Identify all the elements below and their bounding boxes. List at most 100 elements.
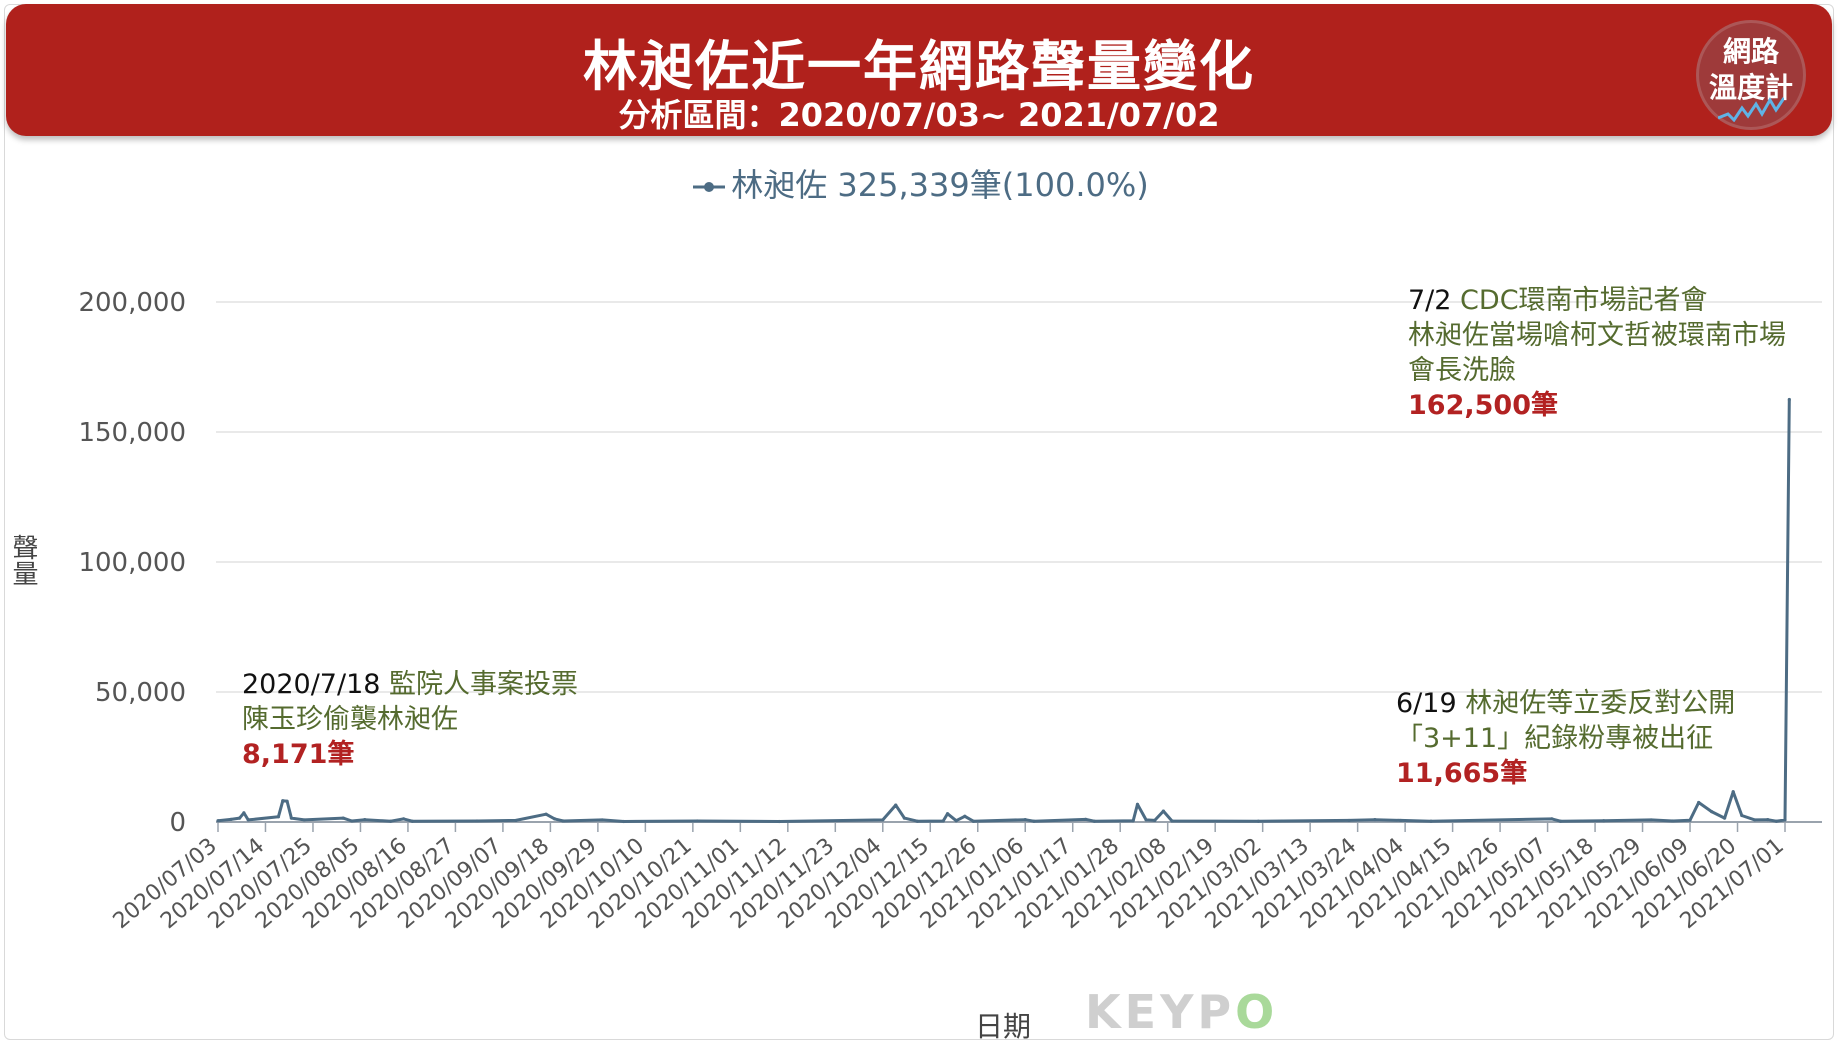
- annotation-2020-07-18: 2020/7/18 監院人事案投票 陳玉珍偷襲林昶佐 8,171筆: [242, 667, 578, 772]
- data-point: [246, 818, 250, 822]
- watermark-text: KEYP: [1085, 985, 1236, 1039]
- data-point: [1170, 819, 1174, 823]
- data-point: [1347, 818, 1351, 823]
- data-point: [1783, 818, 1787, 822]
- data-point: [410, 819, 414, 823]
- data-point: [242, 811, 246, 815]
- data-point: [1722, 816, 1727, 820]
- data-point: [402, 817, 406, 821]
- data-point: [1787, 397, 1791, 402]
- annotation-count: 162,500筆: [1408, 390, 1558, 421]
- data-point: [954, 819, 958, 823]
- data-point: [341, 816, 345, 820]
- annotation-2021-06-19: 6/19 林昶佐等立委反對公開 「3+11」紀錄粉專被出征 11,665筆: [1396, 686, 1735, 791]
- data-point: [363, 818, 367, 822]
- data-point: [389, 819, 393, 823]
- data-point: [1429, 819, 1433, 823]
- y-tick-labels: 0 50,000 100,000 150,000 200,000: [78, 288, 186, 838]
- data-point: [915, 819, 919, 823]
- x-axis-label: 日期: [975, 1010, 1032, 1043]
- annotation-text: 陳玉珍偷襲林昶佐: [242, 704, 458, 735]
- data-point: [881, 818, 885, 822]
- data-point: [302, 818, 306, 822]
- data-point: [1092, 819, 1096, 823]
- data-point: [1740, 813, 1744, 818]
- annotation-date: 6/19: [1396, 688, 1457, 719]
- data-point: [229, 817, 233, 822]
- data-point: [475, 819, 479, 823]
- data-point: [777, 819, 781, 824]
- y-tick-label: 150,000: [78, 418, 186, 448]
- y-tick-label: 50,000: [95, 678, 186, 708]
- data-point: [971, 819, 976, 823]
- data-point: [1697, 800, 1701, 805]
- annotation-text: 「3+11」紀錄粉專被出征: [1396, 723, 1714, 754]
- data-point: [350, 819, 354, 823]
- data-point: [1550, 817, 1554, 821]
- data-point: [1766, 818, 1770, 822]
- y-tick-label: 200,000: [78, 288, 186, 318]
- brand-badge: 網路 溫度計: [1696, 20, 1806, 130]
- page-title: 林昶佐近一年網路聲量變化: [583, 35, 1255, 98]
- data-point: [941, 819, 945, 823]
- data-point: [514, 818, 518, 823]
- data-point: [281, 799, 285, 803]
- data-point: [1558, 819, 1563, 823]
- data-point: [600, 818, 604, 822]
- annotation-text: 林昶佐當場嗆柯文哲被環南市場: [1408, 320, 1786, 351]
- badge-line-1: 網路: [1722, 35, 1779, 68]
- data-point: [1023, 818, 1027, 822]
- annotation-text: CDC環南市場記者會: [1460, 285, 1708, 316]
- legend-marker-icon: [693, 182, 726, 192]
- keypo-watermark: KEYPO: [1085, 985, 1278, 1039]
- data-point: [289, 816, 293, 820]
- x-tick-labels: 2020/07/032020/07/142020/07/252020/08/05…: [109, 822, 1789, 934]
- annotation-date: 7/2: [1408, 285, 1452, 316]
- data-point: [1161, 809, 1165, 813]
- data-point: [902, 816, 906, 820]
- annotation-text: 會長洗臉: [1408, 355, 1516, 386]
- pulse-icon: [1718, 97, 1784, 122]
- data-point: [1373, 818, 1377, 822]
- data-point: [544, 812, 548, 816]
- annotation-date: 2020/7/18: [242, 669, 381, 700]
- badge-line-2: 溫度計: [1708, 71, 1793, 104]
- chart-legend[interactable]: 林昶佐 325,339筆(100.0%): [0, 160, 1840, 206]
- legend-label: 林昶佐 325,339筆(100.0%): [731, 166, 1149, 204]
- data-point: [1084, 817, 1088, 822]
- data-point: [1135, 802, 1140, 806]
- data-point: [561, 819, 565, 823]
- y-axis-label: 聲量: [8, 534, 38, 586]
- data-point: [553, 817, 557, 821]
- data-point: [1753, 818, 1757, 822]
- watermark-accent: O: [1235, 985, 1279, 1039]
- data-point: [1032, 819, 1036, 823]
- data-point: [1649, 818, 1653, 822]
- data-point: [1144, 818, 1148, 822]
- data-point: [276, 815, 281, 819]
- data-point: [894, 803, 898, 807]
- data-point: [1731, 790, 1735, 794]
- data-point: [1153, 818, 1157, 823]
- data-point: [1256, 819, 1260, 823]
- annotation-text: 林昶佐等立委反對公開: [1465, 688, 1736, 719]
- data-point: [1131, 819, 1135, 823]
- data-point: [216, 819, 220, 823]
- data-point: [1710, 810, 1714, 814]
- data-point: [945, 812, 950, 816]
- annotation-2021-07-02: 7/2 CDC環南市場記者會 林昶佐當場嗆柯文哲被環南市場 會長洗臉 162,5…: [1408, 283, 1786, 423]
- data-point: [1774, 819, 1778, 823]
- analysis-period: 分析區間：2020/07/03~ 2021/07/02: [618, 96, 1220, 134]
- annotation-text: 監院人事案投票: [389, 669, 579, 700]
- data-point: [1671, 819, 1675, 823]
- header-banner: 林昶佐近一年網路聲量變化 分析區間：2020/07/03~ 2021/07/02…: [6, 4, 1832, 136]
- data-point: [237, 816, 242, 820]
- annotation-count: 8,171筆: [242, 739, 355, 770]
- data-point: [622, 819, 626, 824]
- data-point: [963, 814, 967, 818]
- data-point: [1688, 818, 1692, 822]
- y-tick-label: 100,000: [78, 548, 186, 578]
- data-point: [285, 799, 289, 803]
- data-point: [695, 819, 699, 823]
